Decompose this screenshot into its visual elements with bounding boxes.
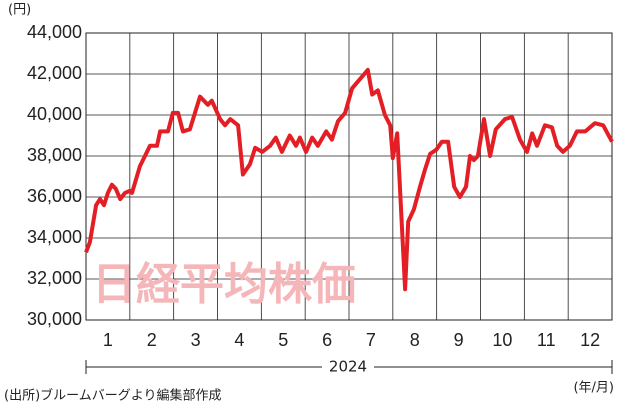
x-tick-label: 9: [454, 330, 464, 350]
y-tick-label: 40,000: [27, 104, 82, 124]
watermark: 日経平均株価: [92, 259, 356, 310]
x-tick-label: 2: [147, 330, 157, 350]
x-tick-label: 11: [537, 330, 556, 350]
y-tick-label: 30,000: [27, 309, 82, 329]
x-axis-unit: (年/月): [573, 381, 614, 396]
x-tick-label: 4: [234, 330, 244, 350]
y-tick-label: 36,000: [27, 186, 82, 206]
x-axis-label: 2024: [329, 358, 367, 376]
y-tick-label: 42,000: [27, 63, 82, 83]
source-note: (出所)ブルームバーグより編集部作成: [4, 388, 222, 404]
y-tick-label: 44,000: [27, 22, 82, 42]
y-tick-label: 32,000: [27, 268, 82, 288]
price-line: [84, 67, 614, 292]
x-tick-label: 10: [492, 330, 512, 350]
x-tick-label: 3: [191, 330, 201, 350]
y-tick-label: 34,000: [27, 227, 82, 247]
x-tick-label: 6: [322, 330, 332, 350]
plot-frame: [85, 32, 613, 321]
x-tick-label: 5: [278, 330, 288, 350]
y-axis-unit: (円): [8, 3, 31, 18]
x-tick-label: 7: [366, 330, 376, 350]
x-tick-label: 1: [103, 330, 113, 350]
y-tick-label: 38,000: [27, 145, 82, 165]
x-tick-label: 12: [580, 330, 600, 350]
x-tick-label: 8: [410, 330, 420, 350]
